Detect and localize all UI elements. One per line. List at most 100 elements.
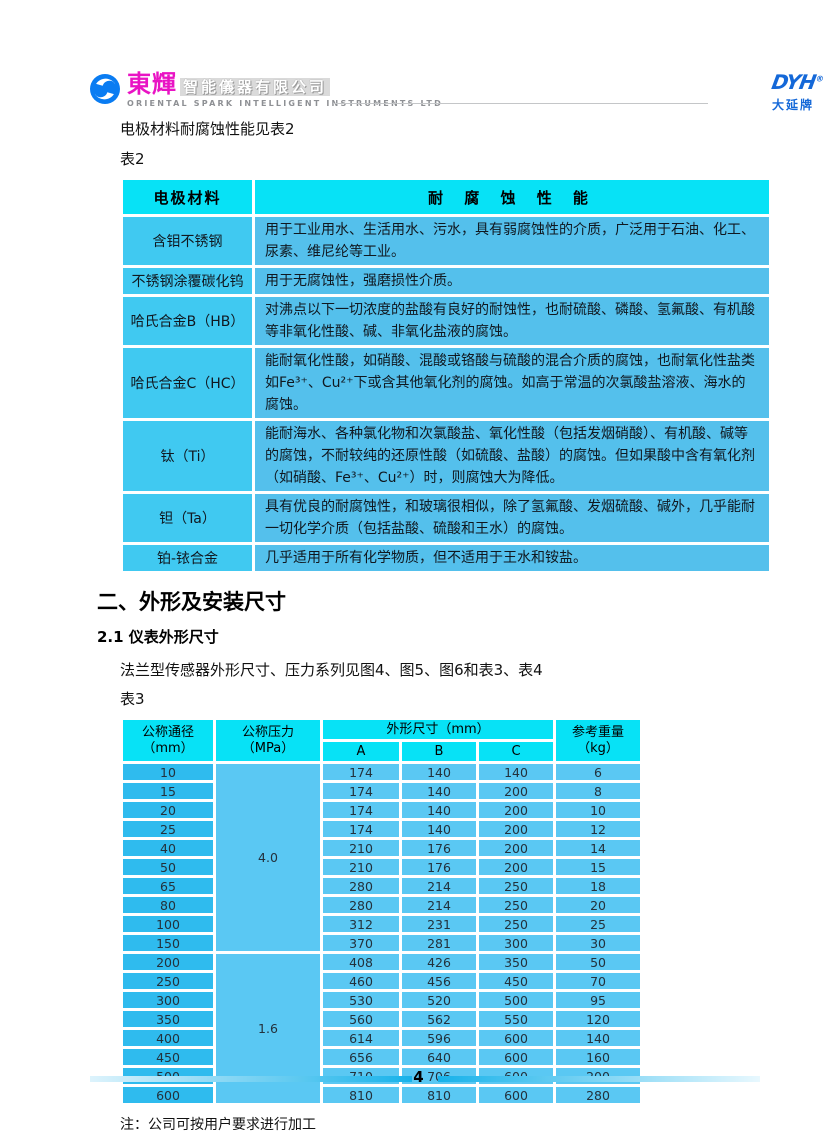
material-cell: 不锈钢涂覆碳化钨	[123, 268, 252, 294]
dimension-cell: 450	[479, 973, 554, 989]
header-divider	[333, 103, 708, 104]
weight-cell: 10	[556, 802, 641, 818]
weight-cell: 18	[556, 878, 641, 894]
dimension-cell: 200	[479, 840, 554, 856]
diameter-cell: 600	[123, 1087, 213, 1103]
brand-name-cn: 東輝	[127, 69, 177, 98]
dimension-cell: 140	[479, 764, 554, 780]
performance-cell: 用于无腐蚀性，强磨损性介质。	[255, 268, 769, 294]
diameter-cell: 300	[123, 992, 213, 1008]
dyh-brand-name: 大延牌	[772, 98, 815, 112]
column-header-dimensions: 外形尺寸（mm）	[323, 720, 554, 739]
material-cell: 哈氏合金C（HC）	[123, 348, 252, 418]
weight-cell: 14	[556, 840, 641, 856]
dimension-cell: 174	[323, 802, 399, 818]
diameter-cell: 50	[123, 859, 213, 875]
footer-rule-left	[90, 1076, 412, 1082]
column-header-a: A	[323, 742, 399, 761]
weight-cell: 95	[556, 992, 641, 1008]
table-subheader-row: A B C	[123, 742, 640, 761]
table-row: 600 810 810 600 280	[123, 1087, 641, 1103]
dimension-cell: 810	[402, 1087, 476, 1103]
dimension-cell: 200	[479, 859, 554, 875]
dimension-cell: 426	[402, 954, 476, 970]
dimension-cell: 280	[323, 897, 399, 913]
weight-cell: 50	[556, 954, 641, 970]
flange-note: 法兰型传感器外形尺寸、压力系列见图4、图5、图6和表3、表4	[120, 661, 543, 679]
diameter-cell: 150	[123, 935, 213, 951]
dimension-cell: 350	[479, 954, 554, 970]
dimension-cell: 456	[402, 973, 476, 989]
diameter-cell: 450	[123, 1049, 213, 1065]
dimension-cell: 408	[323, 954, 399, 970]
dimension-cell: 214	[402, 897, 476, 913]
weight-cell: 120	[556, 1011, 641, 1027]
dimension-cell: 200	[479, 783, 554, 799]
electrode-corrosion-table: 电极材料 耐 腐 蚀 性 能 含钼不锈钢 用于工业用水、生活用水、污水，具有弱腐蚀…	[120, 177, 772, 574]
table2-header: 电极材料 耐 腐 蚀 性 能	[123, 180, 769, 214]
table-row: 25 174 140 200 12	[123, 821, 641, 837]
dimension-cell: 614	[323, 1030, 399, 1046]
weight-cell: 8	[556, 783, 641, 799]
weight-cell: 20	[556, 897, 641, 913]
company-brand: 東輝 智能儀器有限公司 ORIENTAL SPARK INTELLIGENT I…	[90, 72, 443, 108]
dimension-cell: 210	[323, 840, 399, 856]
dimension-cell: 140	[402, 802, 476, 818]
dimension-cell: 520	[402, 992, 476, 1008]
material-cell: 钽（Ta）	[123, 494, 252, 542]
performance-cell: 对沸点以下一切浓度的盐酸有良好的耐蚀性，也耐硫酸、磷酸、氢氟酸、有机酸等非氧化性…	[255, 297, 769, 345]
pressure-cell: 4.0	[216, 764, 320, 951]
dimension-cell: 810	[323, 1087, 399, 1103]
dimension-cell: 500	[479, 992, 554, 1008]
weight-cell: 30	[556, 935, 641, 951]
table-row: 钛（Ti） 能耐海水、各种氯化物和次氯酸盐、氧化性酸（包括发烟硝酸）、有机酸、碱等…	[123, 421, 769, 491]
dimension-cell: 560	[323, 1011, 399, 1027]
weight-cell: 140	[556, 1030, 641, 1046]
table2-caption: 表2	[120, 150, 145, 168]
dimension-cell: 530	[323, 992, 399, 1008]
performance-cell: 用于工业用水、生活用水、污水，具有弱腐蚀性的介质，广泛用于石油、化工、尿素、维尼…	[255, 217, 769, 265]
diameter-cell: 100	[123, 916, 213, 932]
dimension-cell: 214	[402, 878, 476, 894]
company-logo-icon	[90, 74, 120, 104]
dimension-cell: 312	[323, 916, 399, 932]
diameter-cell: 15	[123, 783, 213, 799]
dyh-logo-text: DYH®	[769, 70, 824, 94]
dimension-cell: 250	[479, 878, 554, 894]
dimension-cell: 280	[323, 878, 399, 894]
brand-name-suffix: 智能儀器有限公司	[180, 78, 331, 96]
dimension-cell: 600	[479, 1030, 554, 1046]
table-row: 钽（Ta） 具有优良的耐腐蚀性，和玻璃很相似，除了氢氟酸、发烟硫酸、碱外，几乎能耐…	[123, 494, 769, 542]
weight-cell: 280	[556, 1087, 641, 1103]
table-row: 200 1.6 408 426 350 50	[123, 954, 641, 1103]
weight-cell: 160	[556, 1049, 641, 1065]
table-row: 10 4.0 174 140 140 6	[123, 764, 641, 951]
table-row: 哈氏合金B（HB） 对沸点以下一切浓度的盐酸有良好的耐蚀性，也耐硫酸、磷酸、氢氟酸…	[123, 297, 769, 345]
table-row: 450 656 640 600 160	[123, 1049, 641, 1065]
diameter-cell: 200	[123, 954, 213, 970]
diameter-cell: 40	[123, 840, 213, 856]
column-header-performance: 耐 腐 蚀 性 能	[255, 180, 769, 214]
table-header-row: 公称通径 （mm） 公称压力 （MPa） 外形尺寸（mm） 参考重量 （kg）	[123, 720, 641, 761]
table-row: 不锈钢涂覆碳化钨 用于无腐蚀性，强磨损性介质。	[123, 268, 769, 294]
dimension-cell: 600	[479, 1087, 554, 1103]
performance-cell: 具有优良的耐腐蚀性，和玻璃很相似，除了氢氟酸、发烟硫酸、碱外，几乎能耐一切化学介…	[255, 494, 769, 542]
dimension-cell: 174	[323, 764, 399, 780]
page-content: 电极材料耐腐蚀性能见表2 表2 电极材料 耐 腐 蚀 性 能 含钼不锈钢 用于工业…	[97, 118, 772, 1134]
performance-cell: 能耐氧化性酸，如硝酸、混酸或铬酸与硫酸的混合介质的腐蚀，也耐氧化性盐类如Fe³⁺…	[255, 348, 769, 418]
dimension-cell: 176	[402, 859, 476, 875]
dimension-cell: 140	[402, 821, 476, 837]
section-title: 二、外形及安装尺寸	[97, 590, 286, 614]
table-row: 20 174 140 200 10	[123, 802, 641, 818]
table-row: 400 614 596 600 140	[123, 1030, 641, 1046]
material-cell: 哈氏合金B（HB）	[123, 297, 252, 345]
column-header-diameter: 公称通径 （mm）	[123, 720, 213, 761]
dimension-cell: 600	[479, 1049, 554, 1065]
dimension-cell: 176	[402, 840, 476, 856]
brand-line: 東輝 智能儀器有限公司	[127, 72, 443, 96]
material-cell: 钛（Ti）	[123, 421, 252, 491]
diameter-cell: 10	[123, 764, 213, 780]
weight-cell: 70	[556, 973, 641, 989]
dyh-logo: DYH® 大延牌	[769, 70, 824, 113]
